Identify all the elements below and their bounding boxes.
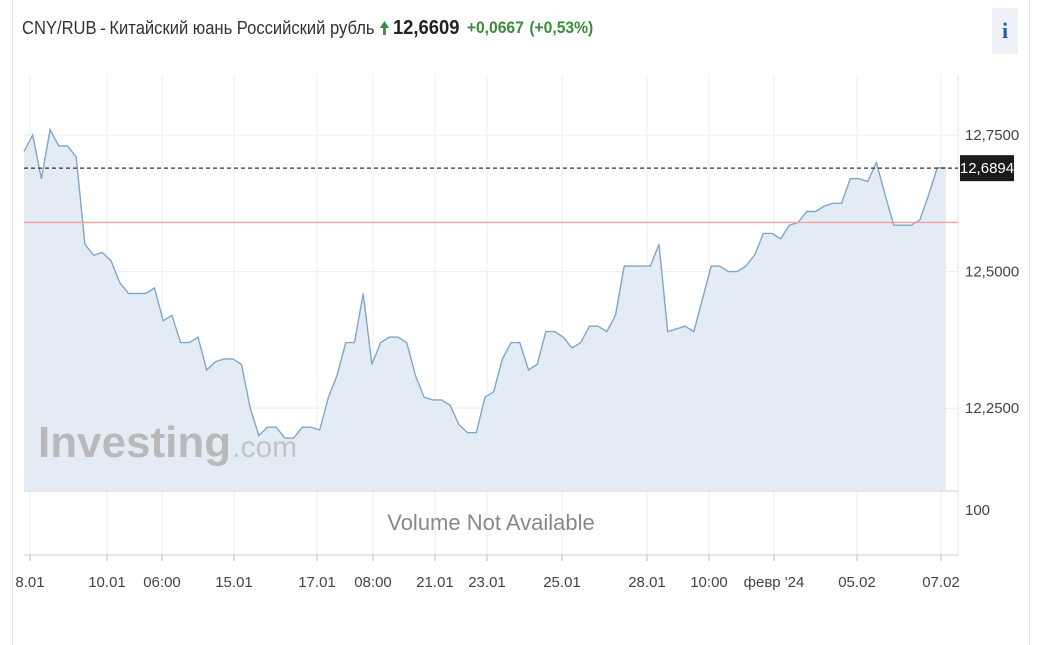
info-icon: i	[1001, 18, 1009, 43]
x-tick-label: 08:00	[354, 574, 392, 591]
info-button[interactable]: i	[992, 8, 1018, 54]
y-axis-ticks: 12,7500 12,5000 12,2500	[965, 127, 1019, 417]
x-tick-label: 17.01	[298, 574, 336, 591]
price-line	[23, 127, 946, 439]
y-tick-label: 12,2500	[965, 400, 1019, 417]
x-tick-label: 25.01	[543, 574, 581, 591]
y-tick-label: 12,7500	[965, 127, 1019, 144]
price-area-fill	[24, 129, 946, 490]
x-axis-ticks: 8.01 10.01 06:00 15.01 17.01 08:00 21.01 23.01 2…	[15, 555, 960, 591]
watermark-suffix: .com	[232, 431, 297, 464]
x-tick-label: 10:00	[690, 574, 728, 591]
instrument-name: Китайский юань Российский рубль	[109, 17, 375, 38]
volume-axis-label: 100	[965, 502, 990, 519]
investing-watermark: Investing .com	[38, 418, 297, 467]
frame-right-border	[1029, 0, 1030, 645]
chart-area-layer	[24, 129, 946, 490]
x-tick-label: 8.01	[15, 574, 44, 591]
watermark-main: Investing	[38, 418, 231, 467]
x-tick-label: 10.01	[88, 574, 126, 591]
x-tick-label: 28.01	[628, 574, 666, 591]
title-separator: -	[100, 17, 106, 38]
last-price: 12,6609	[392, 16, 460, 39]
x-tick-label: 21.01	[416, 574, 454, 591]
price-change-percent: (+0,53%)	[529, 18, 594, 37]
chart-lines-layer	[23, 127, 958, 439]
instrument-pair: CNY/RUB	[22, 17, 97, 38]
x-tick-label: февр '24	[744, 574, 805, 591]
y-tick-label: 12,5000	[965, 264, 1019, 281]
x-tick-label: 15.01	[215, 574, 253, 591]
frame-left-border	[12, 0, 13, 645]
current-value-marker: 12,6894	[960, 155, 1014, 182]
price-change: +0,0667	[466, 18, 524, 37]
instrument-header: CNY/RUB - Китайский юань Российский рубл…	[22, 14, 593, 42]
x-tick-label: 23.01	[468, 574, 506, 591]
x-tick-label: 05.02	[838, 574, 876, 591]
x-tick-label: 06:00	[143, 574, 181, 591]
x-tick-label: 07.02	[922, 574, 960, 591]
arrow-up-icon	[380, 20, 390, 36]
current-value-label: 12,6894	[960, 160, 1014, 177]
volume-not-available-label: Volume Not Available	[387, 510, 595, 535]
current-value-badge	[960, 155, 1014, 182]
